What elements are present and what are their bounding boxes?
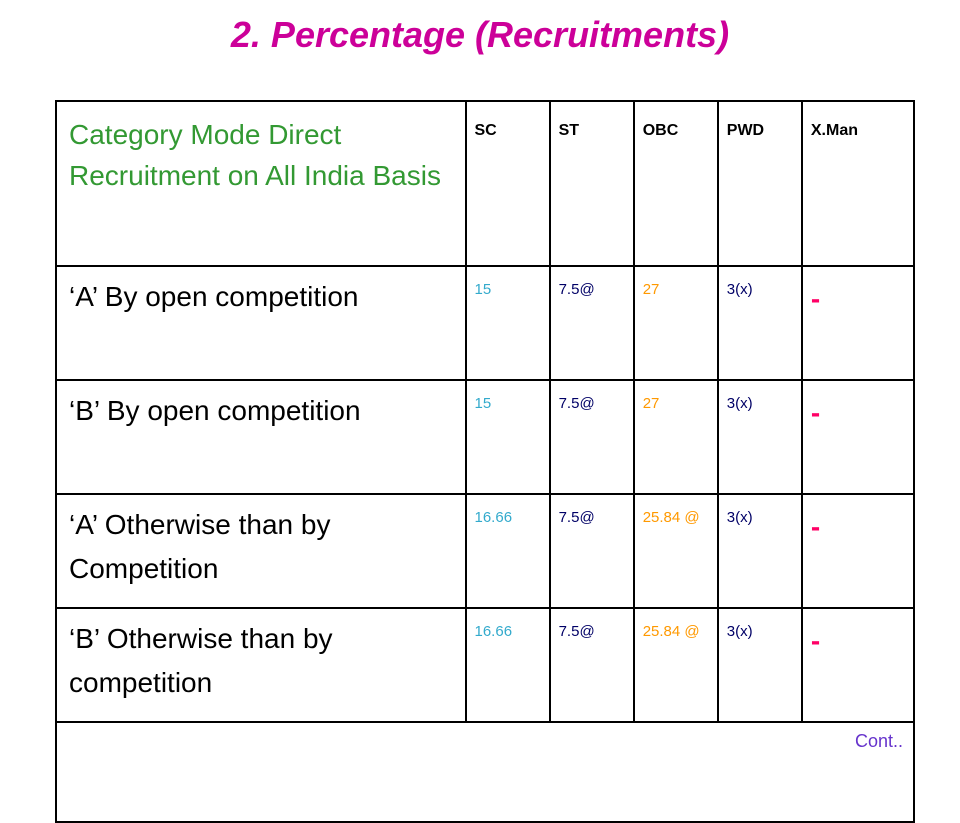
cell-obc: 27: [632, 265, 719, 381]
header-sc: SC: [464, 100, 551, 267]
cell-xman: -: [800, 379, 916, 495]
table-row: ‘A’ Otherwise than by Competition 16.66 …: [55, 493, 916, 609]
cell-xman: -: [800, 607, 916, 723]
cell-xman: -: [800, 265, 916, 381]
cell-st: 7.5@: [548, 265, 635, 381]
cell-pwd: 3(x): [716, 265, 803, 381]
cell-st: 7.5@: [548, 493, 635, 609]
header-xman: X.Man: [800, 100, 916, 267]
table-row: ‘A’ By open competition 15 7.5@ 27 3(x) …: [55, 265, 916, 381]
cell-pwd: 3(x): [716, 493, 803, 609]
row-label: ‘B’ Otherwise than by competition: [55, 607, 467, 723]
header-obc: OBC: [632, 100, 719, 267]
cell-obc: 27: [632, 379, 719, 495]
table-row: ‘B’ By open competition 15 7.5@ 27 3(x) …: [55, 379, 916, 495]
cell-st: 7.5@: [548, 379, 635, 495]
cell-obc: 25.84 @: [632, 607, 719, 723]
cell-obc: 25.84 @: [632, 493, 719, 609]
slide-title: 2. Percentage (Recruitments): [230, 14, 730, 55]
table-row: ‘B’ Otherwise than by competition 16.66 …: [55, 607, 916, 723]
cell-pwd: 3(x): [716, 607, 803, 723]
continued-label: Cont..: [55, 721, 915, 823]
cell-sc: 16.66: [464, 493, 551, 609]
cell-sc: 15: [464, 265, 551, 381]
cell-st: 7.5@: [548, 607, 635, 723]
row-label: ‘A’ Otherwise than by Competition: [55, 493, 467, 609]
cell-xman: -: [800, 493, 916, 609]
header-category: Category Mode Direct Recruitment on All …: [55, 100, 467, 267]
cell-sc: 15: [464, 379, 551, 495]
header-st: ST: [548, 100, 635, 267]
table-header-row: Category Mode Direct Recruitment on All …: [55, 100, 916, 267]
recruitment-percentage-table: Category Mode Direct Recruitment on All …: [55, 100, 916, 823]
row-label: ‘A’ By open competition: [55, 265, 467, 381]
row-label: ‘B’ By open competition: [55, 379, 467, 495]
cell-pwd: 3(x): [716, 379, 803, 495]
header-pwd: PWD: [716, 100, 803, 267]
cell-sc: 16.66: [464, 607, 551, 723]
table-footer-row: Cont..: [55, 721, 915, 823]
